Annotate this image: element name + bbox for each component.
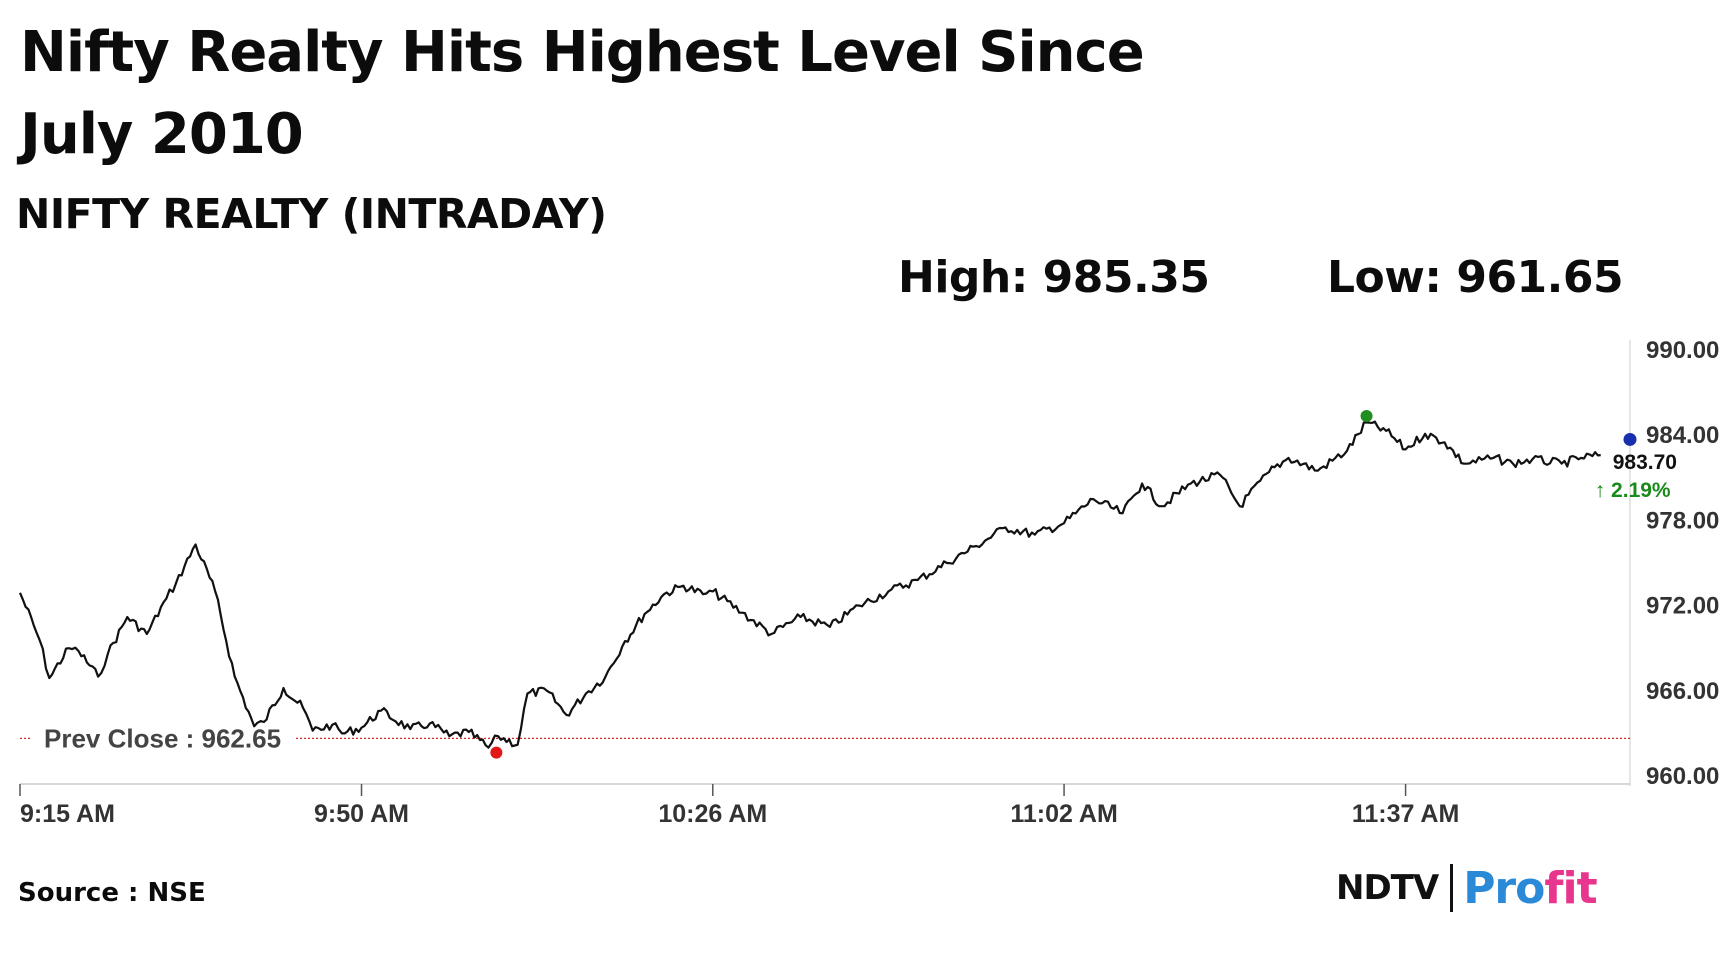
last-marker [1623,432,1637,446]
high-value: High: 985.35 [898,252,1210,303]
logo-profit: Profit [1463,862,1597,914]
low-marker [490,746,503,759]
x-tick-label: 11:37 AM [1352,800,1459,828]
y-axis: 990.00 984.00 978.00 972.00 966.00 960.00 [1629,337,1719,790]
y-tick-label: 966.00 [1646,678,1719,705]
x-tick-label: 11:02 AM [1010,800,1117,828]
x-tick-label: 9:15 AM [20,800,115,828]
x-tick-label: 9:50 AM [314,800,409,828]
high-marker [1360,410,1373,423]
low-value: Low: 961.65 [1327,252,1624,303]
logo-ndtv: NDTV [1336,868,1439,908]
last-price-label: 983.70 [1613,451,1677,474]
change-percent-label: ↑ 2.19% [1595,479,1671,502]
y-tick-label: 960.00 [1646,763,1719,790]
x-tick-label: 10:26 AM [658,800,767,828]
prev-close-label-bg [32,722,296,755]
chart-subtitle: NIFTY REALTY (INTRADAY) [16,190,607,238]
source-note: Source : NSE [18,878,206,908]
x-axis: 9:15 AM 9:50 AM 10:26 AM 11:02 AM 11:37 AM [19,783,1630,828]
y-tick-label: 978.00 [1646,507,1719,534]
prev-close-label: Prev Close : 962.65 [44,723,281,753]
markers [490,410,1637,759]
logo-divider [1450,864,1454,912]
y-tick-label: 972.00 [1646,593,1719,620]
ndtv-profit-logo: NDTV Profit [1336,862,1598,914]
price-line [18,420,1601,749]
chart-title: Nifty Realty Hits Highest Level Since Ju… [20,20,1145,167]
y-tick-label: 984.00 [1646,422,1719,449]
y-tick-label: 990.00 [1646,337,1719,364]
